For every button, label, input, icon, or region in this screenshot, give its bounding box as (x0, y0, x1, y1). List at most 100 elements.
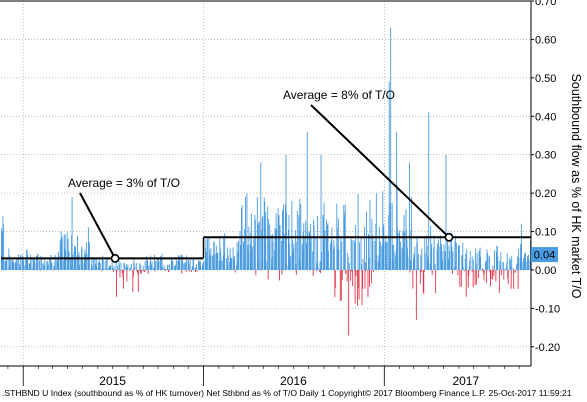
bar (409, 269, 411, 273)
bar (247, 244, 249, 270)
bar (123, 262, 125, 270)
bar (16, 262, 18, 270)
bar (153, 267, 155, 270)
bar (187, 260, 189, 270)
bar (49, 257, 51, 270)
bar (7, 268, 9, 270)
bar (117, 265, 118, 270)
bar (473, 259, 475, 270)
bar (407, 248, 408, 270)
bar (459, 269, 461, 287)
bar (105, 268, 107, 270)
bar (527, 262, 529, 270)
bar (203, 260, 205, 270)
bar (219, 235, 221, 270)
bar (505, 267, 507, 270)
bar (371, 242, 373, 270)
bar (502, 261, 504, 270)
y-tick-label: 0.50 (535, 73, 556, 85)
bar (16, 258, 18, 270)
bar-series (1, 27, 532, 336)
bar (438, 246, 440, 270)
bar (278, 215, 280, 270)
bar (357, 193, 359, 270)
bar (338, 249, 340, 270)
bar (126, 269, 128, 282)
bar (5, 260, 7, 270)
bar (424, 253, 426, 270)
bar (53, 266, 55, 270)
bar (326, 219, 327, 270)
bar (286, 212, 287, 270)
bar (513, 269, 515, 289)
bar (469, 260, 471, 270)
bar (381, 246, 383, 270)
bar (339, 269, 341, 301)
bar (196, 269, 198, 272)
bar (316, 269, 318, 271)
bar (78, 251, 80, 270)
bar (103, 268, 105, 270)
bar (243, 241, 244, 270)
bar (500, 251, 502, 270)
bar (32, 258, 34, 270)
bar (81, 249, 82, 270)
average-annotations: Average = 3% of T/O Average = 8% of T/O (68, 88, 454, 263)
bar (344, 212, 346, 270)
bar (101, 259, 103, 270)
bar (358, 269, 360, 300)
bar (127, 264, 129, 270)
bar (292, 252, 294, 270)
bar (95, 264, 97, 270)
bar (485, 260, 487, 270)
bar (306, 243, 308, 270)
bar (167, 269, 169, 273)
bar (237, 261, 239, 270)
bar (433, 247, 435, 270)
bar (447, 268, 449, 270)
bar (15, 259, 17, 270)
bar (175, 265, 177, 270)
bar (503, 269, 505, 280)
bar (361, 263, 362, 270)
bar (137, 269, 139, 275)
y-tick-label: 0.20 (535, 188, 556, 200)
bar (434, 263, 436, 270)
bar (206, 238, 208, 270)
bar (204, 247, 206, 270)
bar (14, 263, 16, 270)
bar (251, 246, 253, 270)
last-value-label: 0.04 (534, 250, 555, 262)
bar (305, 243, 307, 270)
y-tick-label: 0.30 (535, 150, 556, 162)
bar (489, 257, 490, 270)
bar (429, 263, 431, 270)
bar (220, 260, 222, 270)
bar (246, 263, 248, 270)
bar (26, 249, 28, 270)
bar (230, 257, 232, 270)
bar (188, 260, 190, 270)
bar (375, 193, 377, 270)
bar (65, 250, 67, 270)
bar (485, 261, 486, 270)
bar (441, 250, 443, 270)
bar (191, 266, 193, 270)
bar (320, 154, 322, 270)
bar (113, 265, 115, 270)
bar (495, 251, 497, 270)
bar (212, 254, 214, 270)
bar (217, 253, 219, 270)
bar (112, 268, 114, 270)
bar (372, 235, 374, 270)
bar (77, 235, 78, 270)
bar (144, 269, 146, 273)
bar (309, 231, 311, 270)
bar (415, 269, 417, 320)
bar (161, 253, 163, 270)
bar (333, 240, 335, 270)
bar (355, 269, 357, 276)
bar (40, 255, 42, 270)
y-tick-label: -0.20 (535, 342, 560, 354)
